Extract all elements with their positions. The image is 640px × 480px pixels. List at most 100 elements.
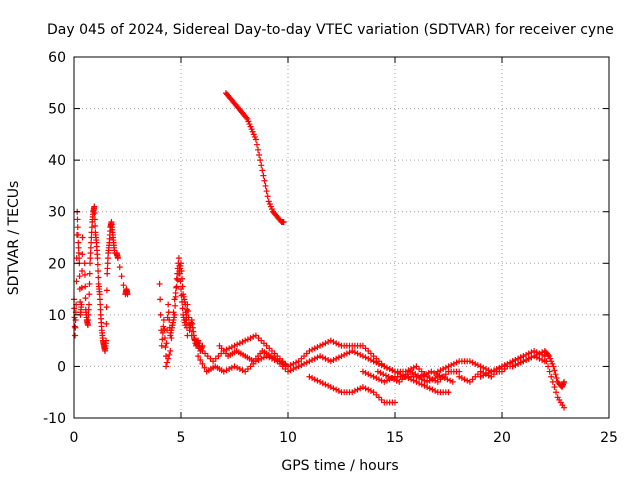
data-point xyxy=(76,255,83,262)
data-point xyxy=(351,387,358,394)
data-point xyxy=(97,301,104,308)
y-tick-label: -10 xyxy=(43,411,66,427)
data-point xyxy=(389,367,396,374)
data-point xyxy=(409,369,416,376)
data-point xyxy=(477,368,484,375)
data-point xyxy=(164,359,171,366)
data-point xyxy=(226,366,233,373)
data-point xyxy=(87,244,94,251)
data-point xyxy=(365,371,372,378)
data-point xyxy=(195,353,202,360)
data-point xyxy=(201,364,208,371)
data-point xyxy=(303,359,310,366)
data-point xyxy=(359,384,366,391)
y-tick-label: 50 xyxy=(48,102,66,118)
data-point xyxy=(335,354,342,361)
data-point xyxy=(174,277,181,284)
data-point xyxy=(429,386,436,393)
data-point xyxy=(260,172,267,179)
data-point xyxy=(287,367,294,374)
data-point xyxy=(252,136,259,143)
data-point xyxy=(383,364,390,371)
data-point xyxy=(182,301,189,308)
data-point xyxy=(91,216,98,223)
data-point xyxy=(179,275,186,282)
data-point xyxy=(474,362,481,369)
data-point xyxy=(480,364,487,371)
data-point xyxy=(317,342,324,349)
data-point xyxy=(78,301,85,308)
data-point xyxy=(226,345,233,352)
data-point xyxy=(311,355,318,362)
y-tick-label: 0 xyxy=(57,359,66,375)
data-point xyxy=(330,338,337,345)
data-point xyxy=(405,375,412,382)
data-point xyxy=(255,146,262,153)
data-point xyxy=(191,336,198,343)
data-point xyxy=(333,340,340,347)
data-point xyxy=(309,346,316,353)
data-point xyxy=(480,372,487,379)
data-point xyxy=(163,340,170,347)
data-point xyxy=(173,275,180,282)
data-point xyxy=(243,114,250,121)
data-point xyxy=(477,373,484,380)
data-point xyxy=(306,358,313,365)
plot-border xyxy=(73,56,610,419)
data-point xyxy=(165,301,172,308)
data-point xyxy=(448,362,455,369)
data-point xyxy=(231,342,238,349)
data-point xyxy=(477,363,484,370)
data-point xyxy=(250,333,257,340)
series-high-arc xyxy=(222,90,287,226)
data-point xyxy=(410,364,417,371)
data-point xyxy=(175,255,182,262)
data-point xyxy=(293,359,300,366)
data-point xyxy=(561,378,568,385)
data-point xyxy=(410,377,417,384)
data-point xyxy=(429,376,436,383)
data-point xyxy=(182,309,189,316)
data-point xyxy=(417,373,424,380)
data-point xyxy=(104,260,111,267)
data-point xyxy=(378,377,385,384)
data-point xyxy=(367,387,374,394)
data-point xyxy=(386,366,393,373)
data-point xyxy=(85,301,92,308)
data-point xyxy=(236,340,243,347)
data-point xyxy=(456,368,463,375)
data-point xyxy=(94,261,101,268)
data-point xyxy=(244,336,251,343)
data-point xyxy=(319,380,326,387)
data-points xyxy=(71,90,568,411)
data-point xyxy=(78,284,85,291)
data-point xyxy=(375,360,382,367)
data-point xyxy=(461,376,468,383)
data-point xyxy=(309,375,316,382)
data-point xyxy=(367,356,374,363)
data-point xyxy=(354,386,361,393)
data-point xyxy=(445,389,452,396)
data-point xyxy=(370,358,377,365)
data-point xyxy=(528,349,535,356)
data-point xyxy=(349,389,356,396)
data-point xyxy=(170,309,177,316)
data-point xyxy=(159,329,166,336)
data-point xyxy=(545,363,552,370)
data-point xyxy=(553,375,560,382)
data-point xyxy=(416,380,423,387)
data-point xyxy=(539,356,546,363)
data-point xyxy=(72,332,79,339)
data-point xyxy=(551,384,558,391)
data-point xyxy=(517,359,524,366)
data-point xyxy=(158,342,165,349)
data-point xyxy=(263,188,270,195)
data-point xyxy=(197,356,204,363)
data-point xyxy=(220,368,227,375)
axis-ticks xyxy=(73,56,610,419)
data-point xyxy=(319,341,326,348)
data-point xyxy=(75,244,82,251)
series-low-arc-1 xyxy=(306,373,398,406)
y-tick-labels: -10 0 10 20 30 40 50 60 xyxy=(43,50,66,427)
data-point xyxy=(536,355,543,362)
